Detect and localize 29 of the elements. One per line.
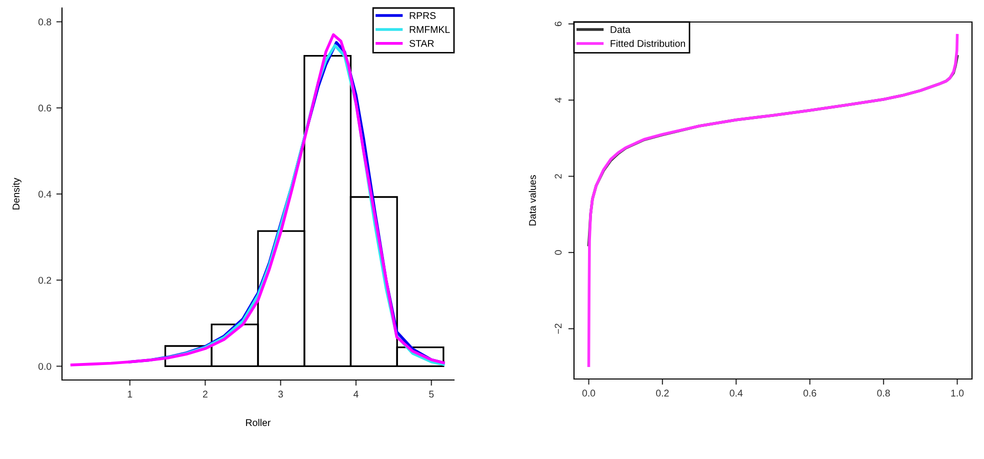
y-tick-label: 0.0 [38,362,52,370]
y-tick-label: 4 [554,98,562,103]
x-tick-label: 0.2 [656,390,669,397]
y-tick-label: 0.4 [38,190,52,198]
x-tick-label: 1.0 [951,390,964,397]
y-tick-label: 6 [554,22,562,26]
y-tick-label: −2 [554,324,562,334]
x-tick-label: 0.6 [803,390,816,397]
y-tick-label: 0.2 [38,276,52,284]
legend-label: RMFMKL [410,26,450,33]
x-tick-label: 0.8 [877,390,890,397]
y-axis-title: Density [12,178,22,210]
x-tick-label: 4 [354,390,358,398]
x-tick-label: 0.4 [730,390,743,397]
y-axis-title: Data values [528,175,536,226]
legend-label: Fitted Distribution [610,40,685,47]
y-tick-label: 0 [554,250,562,255]
x-tick-label: 3 [278,390,283,398]
legend-label: STAR [410,40,434,47]
x-axis-title: Roller [246,418,271,426]
y-tick-label: 0.8 [38,18,52,26]
x-tick-label: 5 [429,390,434,398]
legend-label: Data [610,26,631,34]
x-tick-label: 0.0 [582,390,596,397]
x-tick-label: 1 [128,390,132,398]
x-tick-label: 2 [203,390,208,398]
y-tick-label: 2 [554,174,562,179]
legend-label: RPRS [410,12,436,20]
y-tick-label: 0.6 [38,104,52,112]
